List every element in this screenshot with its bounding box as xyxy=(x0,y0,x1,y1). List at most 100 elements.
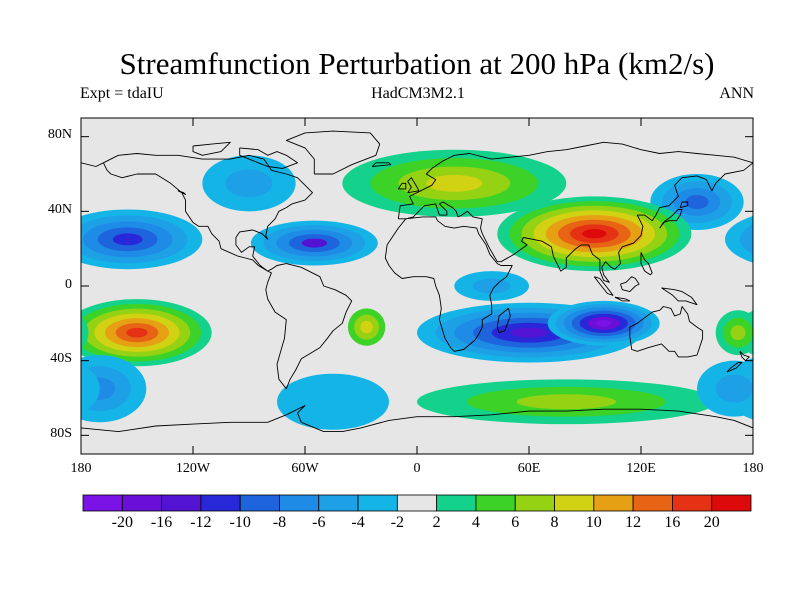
feature-eurasia-high xyxy=(342,149,567,217)
coastline xyxy=(398,162,753,283)
colorbar-label: -4 xyxy=(351,514,365,531)
coastline xyxy=(739,350,750,362)
feature-south-atlantic-low xyxy=(277,373,389,430)
colorbar-label: 10 xyxy=(585,514,602,531)
feature-gulf-low xyxy=(250,220,378,266)
colorbar-swatch xyxy=(632,494,673,512)
contour-fill xyxy=(582,229,607,239)
colorbar-swatch xyxy=(357,494,398,512)
contour-fill xyxy=(277,373,389,430)
coastline xyxy=(192,141,231,156)
colorbar-label: 20 xyxy=(703,514,720,531)
coastline xyxy=(397,141,753,219)
feature-east-africa-high xyxy=(454,271,529,301)
feature-south-pacific-high xyxy=(81,299,753,367)
contour-fill xyxy=(426,174,483,192)
lon-label-180w: 180 xyxy=(70,461,92,476)
contour-fill xyxy=(126,327,148,338)
contour-fill xyxy=(510,327,548,338)
colorbar-swatch xyxy=(396,494,438,512)
lat-label-80s: 80S xyxy=(50,426,72,441)
coastline xyxy=(726,362,743,373)
coastline xyxy=(659,209,683,229)
feature-southern-ocean-high xyxy=(417,379,716,425)
lon-label-120e: 120E xyxy=(626,461,656,476)
streamfunction-field xyxy=(44,118,753,454)
model-label: HadCM3M2.1 xyxy=(371,85,465,102)
colorbar-swatch xyxy=(711,494,752,512)
colorbar-swatch xyxy=(593,494,634,512)
colorbar-label: 4 xyxy=(471,514,480,531)
coastline xyxy=(679,201,689,209)
colorbar-label: -12 xyxy=(190,514,212,531)
season-label: ANN xyxy=(719,85,754,102)
feature-asia-high xyxy=(497,196,692,272)
colorbar-swatch xyxy=(82,494,123,512)
colorbar-swatch xyxy=(672,494,713,512)
contour-fill xyxy=(44,375,81,403)
coastline xyxy=(593,276,614,296)
colorbar-label: -10 xyxy=(229,514,251,531)
contour-fill xyxy=(725,216,753,263)
contour-fill xyxy=(360,320,373,334)
coastline xyxy=(661,287,698,306)
colorbar-swatch xyxy=(554,494,595,512)
lon-label-120w: 120W xyxy=(175,461,211,476)
colorbar-swatch xyxy=(239,494,280,512)
colorbar-swatch xyxy=(200,494,241,512)
contour-fill xyxy=(739,224,753,255)
coastline xyxy=(239,147,298,169)
coastline xyxy=(177,190,186,195)
feature-canada-low xyxy=(202,155,296,212)
colorbar-swatch xyxy=(161,494,202,512)
colorbar-swatch xyxy=(279,494,320,512)
colorbar-label: -16 xyxy=(150,514,173,531)
colorbar-swatch xyxy=(121,494,162,512)
lon-label-0: 0 xyxy=(413,461,421,476)
colorbar-swatch xyxy=(514,494,555,512)
coastline xyxy=(496,307,511,334)
coastline xyxy=(614,296,631,302)
lat-label-40s: 40S xyxy=(50,351,72,366)
coastline xyxy=(81,162,104,167)
colorbar-label: -20 xyxy=(111,514,133,531)
contour-fill xyxy=(595,320,612,327)
feature-southwest-pacific-low xyxy=(44,360,753,417)
colorbar-label: -2 xyxy=(390,514,405,531)
contour-fill xyxy=(301,238,328,248)
coastline xyxy=(620,276,640,293)
coastline xyxy=(629,306,704,358)
colorbar-label: 2 xyxy=(432,514,441,531)
lat-label-80n: 80N xyxy=(47,127,72,142)
colorbar-swatch xyxy=(475,494,516,512)
feature-australia-low xyxy=(547,300,660,346)
contour-fill xyxy=(473,278,511,294)
coastlines xyxy=(81,130,753,433)
contour-fill xyxy=(112,233,143,246)
colorbar-label: 8 xyxy=(550,514,559,531)
chart-title: Streamfunction Perturbation at 200 hPa (… xyxy=(119,46,715,81)
experiment-label: Expt = tdaIU xyxy=(80,85,164,102)
coastline xyxy=(371,162,392,167)
coastline xyxy=(397,182,407,190)
colorbar-label: 12 xyxy=(625,514,642,531)
contour-fill xyxy=(730,325,746,341)
coastline xyxy=(384,216,513,352)
contour-fill xyxy=(685,195,709,209)
lat-label-40n: 40N xyxy=(47,202,72,217)
feature-south-america-high xyxy=(347,308,386,346)
colorbar-swatch xyxy=(436,494,477,512)
colorbar xyxy=(82,494,752,512)
map-frame xyxy=(80,117,754,455)
contour-fill xyxy=(81,364,100,413)
feature-dateline-south-high xyxy=(81,310,753,356)
contour-fill xyxy=(715,374,753,403)
coastline xyxy=(102,153,353,390)
lon-label-180e: 180 xyxy=(742,461,764,476)
colorbar-label: -6 xyxy=(312,514,326,531)
lat-label-eq: 0 xyxy=(65,277,72,292)
contour-fill xyxy=(81,315,89,350)
colorbar-label: 6 xyxy=(511,514,520,531)
coastline xyxy=(407,177,420,194)
